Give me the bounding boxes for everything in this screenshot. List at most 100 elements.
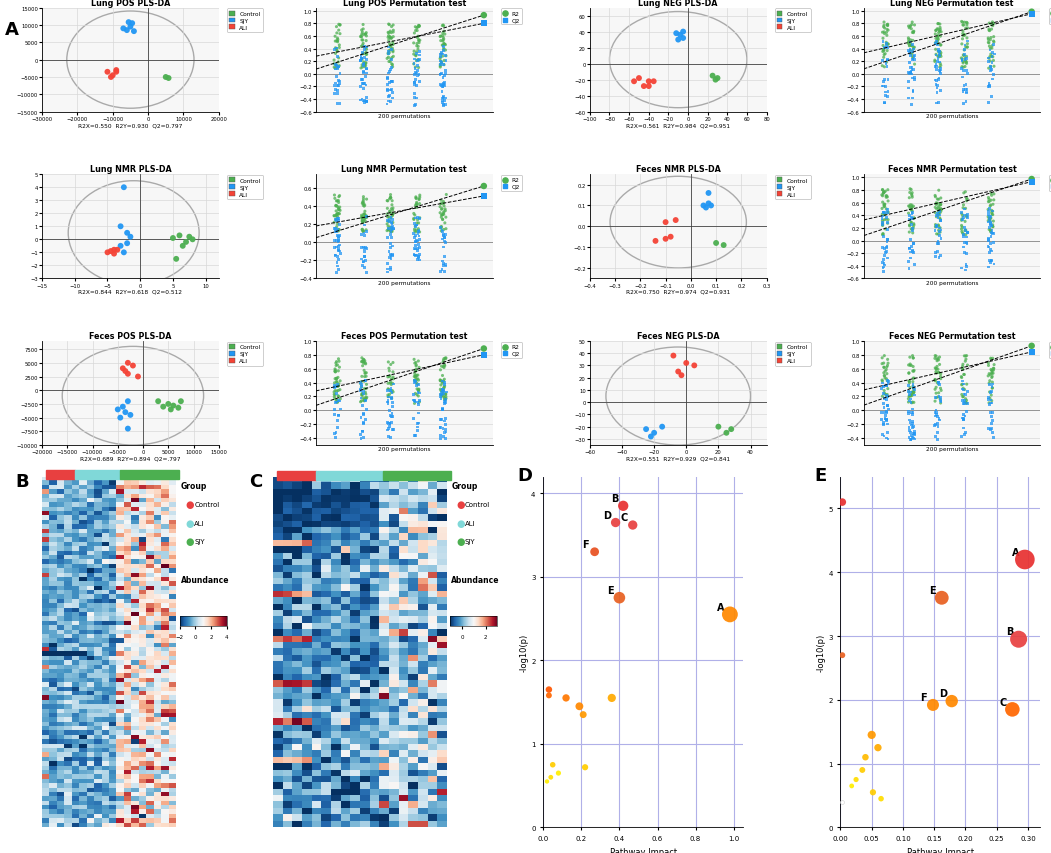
Bar [120, 471, 179, 479]
Point [928, 49, 945, 62]
Point [953, 52, 970, 66]
Point [437, 98, 454, 112]
Point [353, 211, 370, 224]
Point [931, 414, 948, 427]
Point [432, 59, 449, 73]
Point [879, 203, 895, 217]
Point [383, 96, 399, 109]
Point [980, 393, 996, 407]
Point [406, 223, 423, 236]
Point [329, 194, 346, 208]
Point [434, 263, 451, 276]
Point [927, 403, 944, 417]
Point [357, 392, 374, 405]
Point [873, 202, 890, 216]
Point [354, 47, 371, 61]
Point [904, 227, 921, 241]
Point [408, 235, 425, 248]
Point [903, 217, 920, 230]
Legend: Control, SJY, ALI: Control, SJY, ALI [775, 176, 810, 200]
Point [120, 368, 137, 381]
Point [410, 407, 427, 421]
Point [904, 207, 921, 221]
Point [874, 210, 891, 223]
Point [874, 219, 891, 233]
Point [357, 71, 374, 84]
Point [410, 44, 427, 57]
Point [904, 187, 921, 200]
Point [434, 50, 451, 64]
Point [960, 226, 976, 240]
Point [406, 394, 423, 408]
Point [927, 365, 944, 379]
Point [356, 255, 373, 269]
Text: ●: ● [186, 537, 194, 547]
Point [929, 391, 946, 404]
Point [407, 77, 424, 90]
Point [902, 246, 919, 259]
Point [385, 373, 401, 386]
Point [407, 25, 424, 38]
Point [435, 388, 452, 402]
Point [983, 206, 1000, 220]
Point [880, 24, 897, 38]
Point [931, 48, 948, 61]
Point [931, 225, 948, 239]
Point [383, 392, 399, 405]
Point [330, 194, 347, 208]
Point [905, 223, 922, 236]
Point [901, 432, 918, 445]
Point [986, 363, 1003, 376]
Point [538, 775, 555, 788]
Point [931, 205, 948, 218]
Point [354, 399, 371, 413]
Point [329, 200, 346, 214]
Point [984, 208, 1001, 222]
Point [930, 238, 947, 252]
Point [984, 50, 1001, 64]
Point [437, 49, 454, 63]
Point [865, 786, 882, 799]
Point [407, 200, 424, 213]
Point [407, 387, 424, 401]
Point [379, 202, 396, 216]
Point [880, 403, 897, 416]
Point [379, 422, 396, 436]
Point [357, 382, 374, 396]
Point [436, 76, 453, 90]
Point [384, 20, 400, 34]
Legend: R2, Q2: R2, Q2 [1049, 342, 1051, 358]
Point [355, 393, 372, 407]
Point [571, 699, 588, 713]
Point [408, 229, 425, 243]
Point [327, 365, 344, 379]
Point [410, 368, 427, 382]
Point [956, 28, 973, 42]
Point [874, 80, 891, 94]
Point [410, 378, 427, 392]
Point [354, 214, 371, 228]
Point [932, 392, 949, 406]
Point [957, 55, 974, 69]
Point [930, 386, 947, 400]
Point [354, 392, 371, 405]
Point [901, 37, 918, 50]
Point [877, 61, 893, 74]
Point [355, 194, 372, 208]
Point [906, 73, 923, 87]
Point [411, 212, 428, 226]
Point [880, 206, 897, 220]
Point [905, 43, 922, 56]
Point [901, 390, 918, 403]
Point [328, 43, 345, 56]
Point [959, 194, 975, 208]
Point [984, 352, 1001, 366]
Point [432, 68, 449, 82]
Point [954, 71, 971, 84]
Point [981, 241, 997, 254]
Point [903, 406, 920, 420]
Point [875, 384, 892, 397]
Point [904, 206, 921, 220]
Point [330, 61, 347, 75]
Point [475, 180, 492, 194]
